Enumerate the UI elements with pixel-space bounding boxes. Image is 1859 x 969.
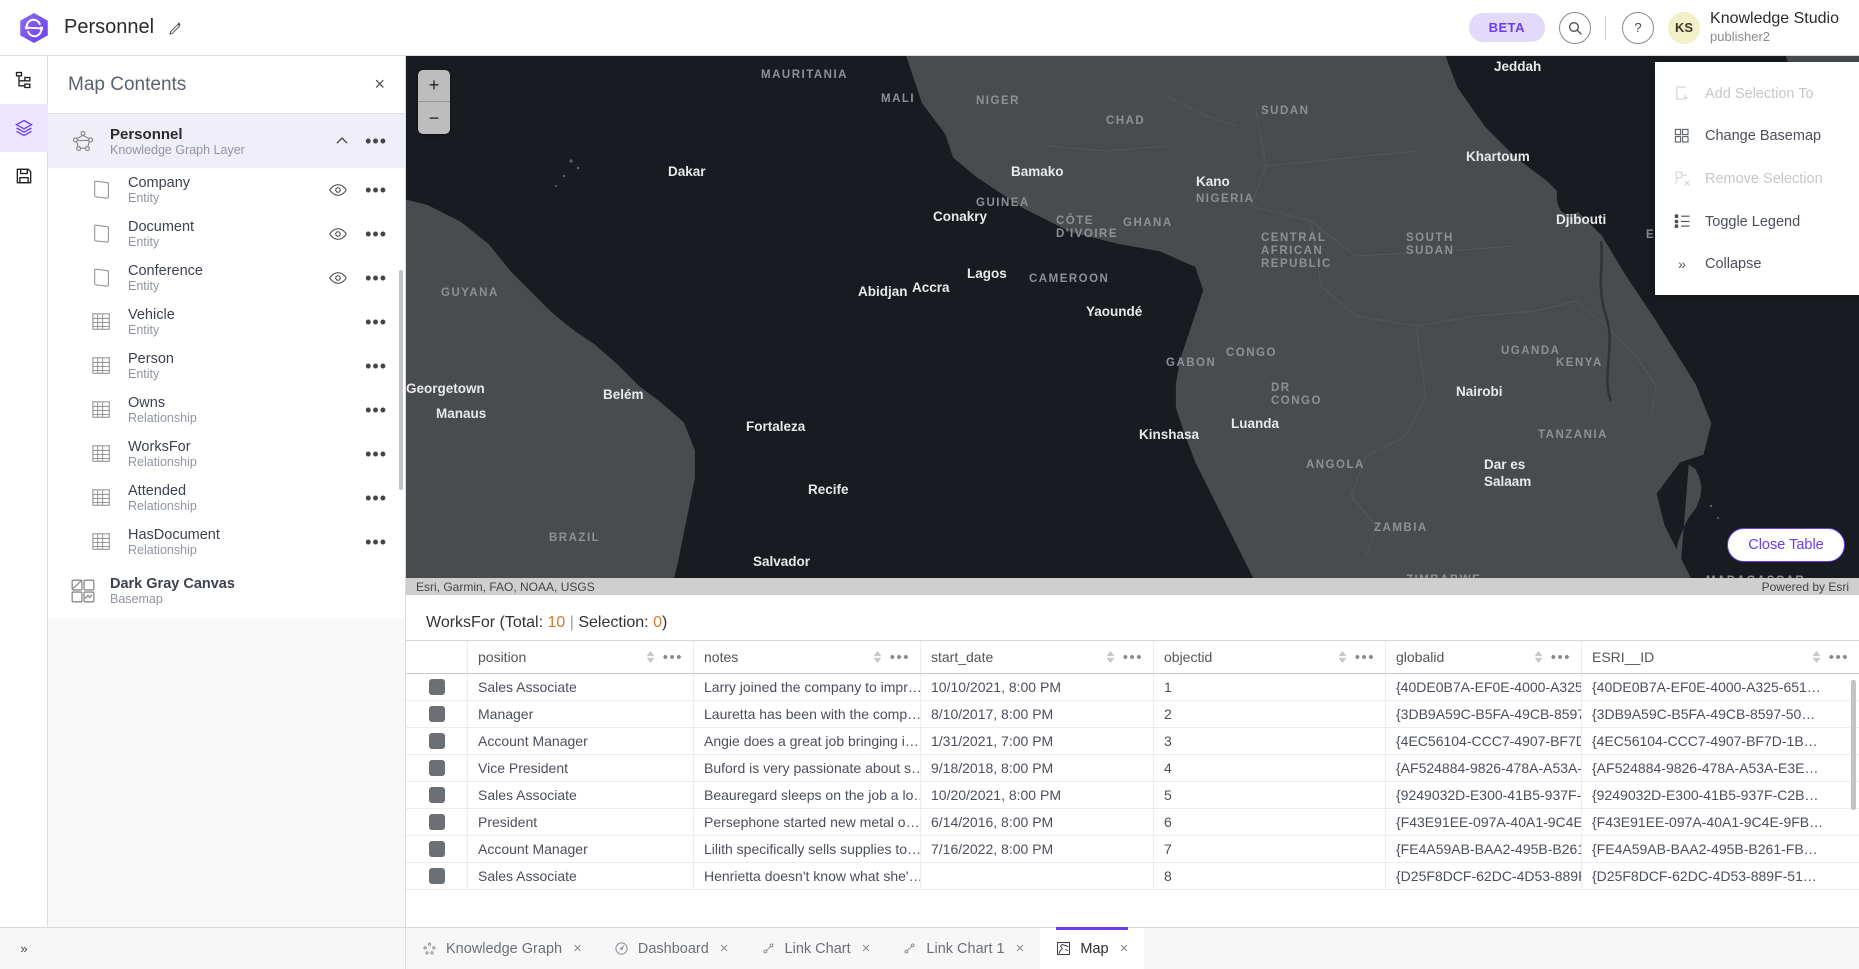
svg-text:SOUTH: SOUTH (1406, 232, 1454, 244)
svg-text:SUDAN: SUDAN (1261, 105, 1309, 117)
svg-text:Conakry: Conakry (933, 209, 988, 224)
svg-text:CAMEROON: CAMEROON (1029, 273, 1109, 285)
svg-text:Recife: Recife (808, 482, 849, 497)
svg-text:CHAD: CHAD (1106, 115, 1145, 127)
svg-text:Nairobi: Nairobi (1456, 384, 1503, 399)
svg-text:Abidjan: Abidjan (858, 284, 908, 299)
svg-text:SUDAN: SUDAN (1406, 245, 1454, 257)
svg-text:AFRICAN: AFRICAN (1261, 245, 1323, 257)
svg-text:NIGER: NIGER (976, 95, 1020, 107)
svg-text:Dar es: Dar es (1484, 457, 1525, 472)
svg-text:BOLIVIA: BOLIVIA (406, 503, 408, 515)
svg-text:Yaoundé: Yaoundé (1086, 304, 1143, 319)
svg-text:Accra: Accra (912, 280, 950, 295)
svg-text:DR: DR (1271, 382, 1291, 394)
svg-text:Dakar: Dakar (668, 164, 706, 179)
svg-text:Kinshasa: Kinshasa (1139, 427, 1200, 442)
svg-text:ANGOLA: ANGOLA (1306, 459, 1365, 471)
svg-text:CENTRAL: CENTRAL (1261, 232, 1326, 244)
svg-text:Salvador: Salvador (753, 554, 811, 569)
svg-text:Khartoum: Khartoum (1466, 149, 1530, 164)
svg-text:GHANA: GHANA (1123, 217, 1173, 229)
svg-text:BRAZIL: BRAZIL (549, 532, 600, 544)
svg-text:GUYANA: GUYANA (441, 287, 499, 299)
svg-text:Jeddah: Jeddah (1494, 59, 1541, 74)
svg-text:UGANDA: UGANDA (1501, 345, 1560, 357)
svg-text:Luanda: Luanda (1231, 416, 1279, 431)
svg-text:Manaus: Manaus (436, 406, 486, 421)
svg-text:GUINEA: GUINEA (976, 197, 1030, 209)
svg-text:Kano: Kano (1196, 174, 1230, 189)
svg-text:Fortaleza: Fortaleza (746, 419, 806, 434)
svg-text:CONGO: CONGO (1226, 347, 1277, 359)
svg-text:MAURITANIA: MAURITANIA (761, 69, 848, 81)
svg-text:KENYA: KENYA (1556, 357, 1603, 369)
svg-text:Bamako: Bamako (1011, 164, 1064, 179)
svg-text:Georgetown: Georgetown (406, 381, 485, 396)
svg-text:Belém: Belém (603, 387, 644, 402)
svg-text:Lagos: Lagos (967, 266, 1007, 281)
svg-text:MALI: MALI (881, 93, 915, 105)
svg-text:CONGO: CONGO (1271, 395, 1322, 407)
svg-text:NIGERIA: NIGERIA (1196, 193, 1254, 205)
svg-text:CÔTE: CÔTE (1056, 214, 1094, 227)
svg-text:Djibouti: Djibouti (1556, 212, 1606, 227)
svg-text:GABON: GABON (1166, 357, 1216, 369)
svg-text:D'IVOIRE: D'IVOIRE (1056, 228, 1118, 240)
svg-text:REPUBLIC: REPUBLIC (1261, 258, 1332, 270)
svg-text:TANZANIA: TANZANIA (1538, 429, 1608, 441)
svg-text:ZAMBIA: ZAMBIA (1374, 522, 1428, 534)
svg-text:Salaam: Salaam (1484, 474, 1531, 489)
